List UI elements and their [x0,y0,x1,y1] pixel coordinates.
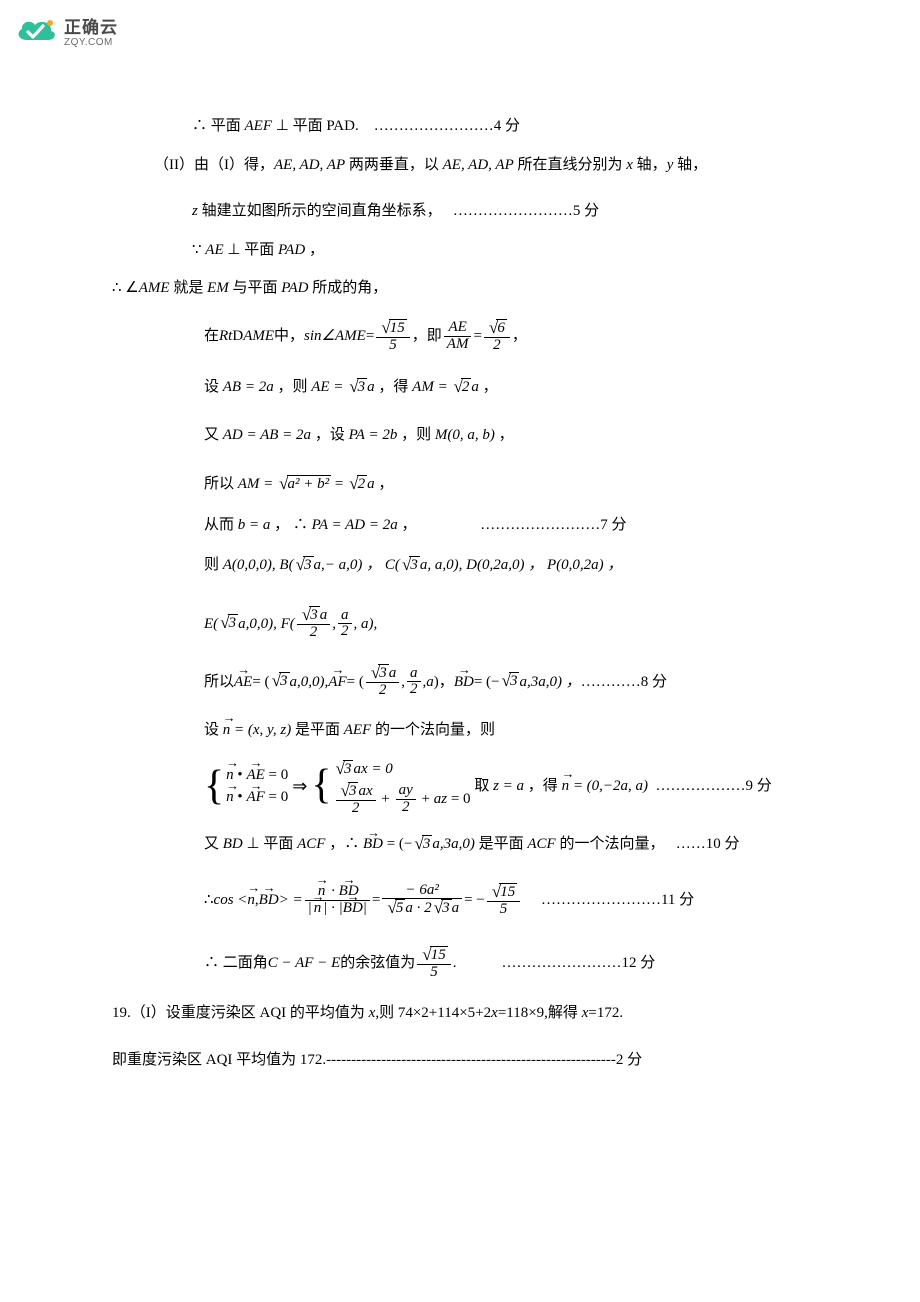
logo-mark [14,16,58,50]
line-8: 又 AD = AB = 2a ，设 PA = 2b ，则 M(0, a, b) … [112,421,832,450]
logo: 正确云 ZQY.COM [14,16,118,50]
logo-text: 正确云 ZQY.COM [64,19,118,48]
line-2: （II）由（I）得，AE, AD, AP 两两垂直，以 AE, AD, AP 所… [112,151,832,180]
line-11: 则 A(0,0,0), B(√3a,− a,0) ， C(√3a, a,0), … [112,549,832,582]
document-body: ∴ 平面 AEF ⊥ 平面 PAD. ……………………4 分 （II）由（I）得… [112,112,832,1084]
line-4: ∵ AE ⊥ 平面 PAD ， [112,236,832,265]
line-7: 设 AB = 2a ，则 AE = √3a ，得 AM = √2a ， [112,371,832,404]
line-12: E(√3a,0,0), F( √3a2 , a2 , a), [112,600,832,648]
logo-name-en: ZQY.COM [64,38,118,48]
line-16: 又 BD ⊥ 平面 ACF ，∴ BD = (−√3a,3a,0) 是平面 AC… [112,828,832,861]
cloud-check-icon [14,16,58,50]
line-13: 所以 AE = (√3a,0,0), AF = (√3a2, a2, a) ， … [112,658,832,706]
line-18: ∴ 二面角 C − AF − E 的余弦值为 √155. ……………………12 … [112,939,832,987]
line-1: ∴ 平面 AEF ⊥ 平面 PAD. ……………………4 分 [112,112,832,141]
logo-name-cn: 正确云 [64,19,118,36]
line-6: 在 RtDAME 中， sin∠AME = √155 ，即 AEAM = √62… [112,313,832,361]
line-20: 即重度污染区 AQI 平均值为 172.--------------------… [112,1046,832,1075]
line-17: ∴ cos < n, BD> = n · BD|n| · |BD| = − 6a… [112,871,832,929]
line-19: 19.（I）设重度污染区 AQI 的平均值为 x,则 74×2+114×5+2x… [112,999,832,1028]
line-10: 从而 b = a ， ∴ PA = AD = 2a ， ……………………7 分 [112,511,832,540]
line-9: 所以 AM = √a² + b² = √2a ， [112,468,832,501]
line-14: 设 n = (x, y, z) 是平面 AEF 的一个法向量，则 [112,716,832,745]
line-3: z 轴建立如图所示的空间直角坐标系， ……………………5 分 [112,197,832,226]
line-15: { n • AE = 0 n • AF = 0 ⇒ { √3ax = 0 √3a… [112,754,832,818]
line-5: ∴ ∠AME 就是 EM 与平面 PAD 所成的角， [112,274,832,303]
